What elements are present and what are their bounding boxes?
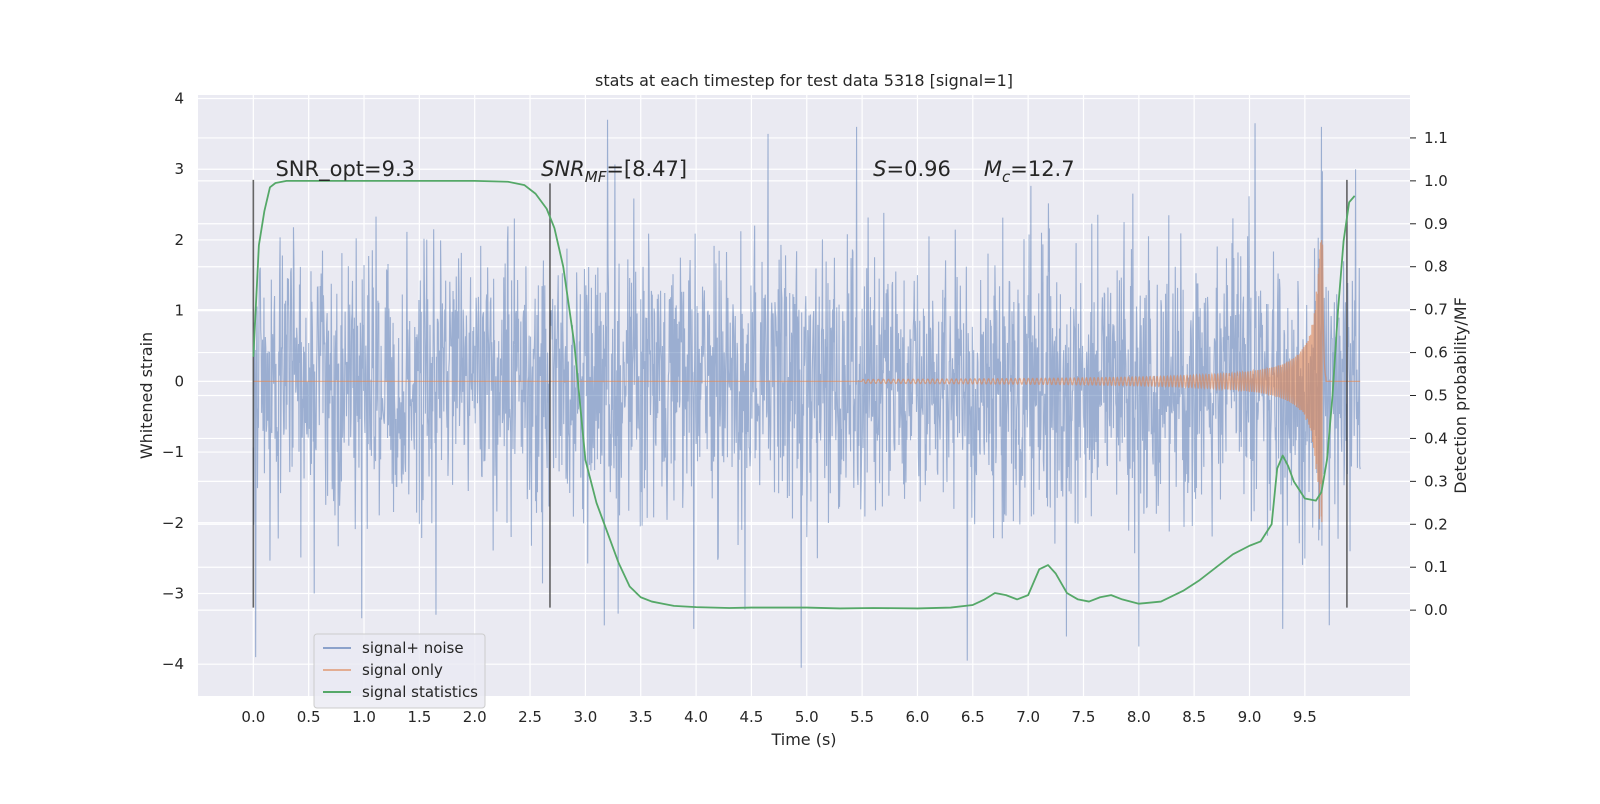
signal-noise-line [252, 119, 1361, 668]
y-tick-label: −3 [162, 584, 184, 602]
y-tick-label: −4 [162, 655, 184, 673]
x-tick-label: 5.0 [795, 708, 819, 726]
y-tick-label: 1 [174, 302, 184, 320]
y-tick-labels: 4 3 2 1 0 −1 −2 −3 −4 [162, 90, 184, 674]
legend-box [313, 633, 486, 709]
x-tick-label: 0.0 [241, 708, 265, 726]
y-tick-label: −1 [162, 443, 184, 461]
x-tick-label: 4.0 [684, 708, 708, 726]
annotation-3: Mc=12.7 [984, 157, 1075, 186]
y-tick-label: 3 [174, 160, 184, 178]
x-tick-label: 8.5 [1182, 708, 1206, 726]
y-right-tick-label: 0.6 [1424, 344, 1448, 362]
signal-only-line [253, 240, 1361, 523]
y-axis-label: Whitened strain [137, 332, 156, 459]
x-tick-labels: 0.0 0.5 1.0 1.5 2.0 2.5 3.0 3.5 4.0 4.5 5.0 5.5 6.0 6… [241, 708, 1316, 726]
annotation-subscript: c [1002, 168, 1011, 186]
y-right-tick-label: 0.9 [1424, 215, 1448, 233]
x-tick-label: 7.5 [1072, 708, 1096, 726]
series-signal-statistics [252, 179, 1356, 610]
y-right-tick-label: 0.8 [1424, 258, 1448, 276]
legend-label-signal-statistics: signal statistics [362, 683, 478, 701]
annotation-1: SNRMF=[8.47] [541, 157, 687, 186]
x-tick-label: 1.0 [352, 708, 376, 726]
y-right-tick-label: 0.0 [1424, 601, 1448, 619]
x-tick-label: 2.0 [463, 708, 487, 726]
y-right-tick-label: 0.5 [1424, 387, 1448, 405]
annotation-value: =0.96 [887, 157, 951, 181]
annotation-symbol: SNR [541, 157, 585, 181]
y-right-tick-labels: 1.1 1.0 0.9 0.8 0.7 0.6 0.5 0.4 0.3 0.2 0.1 0.0 [1410, 129, 1448, 619]
y-tick-label: 0 [174, 372, 184, 390]
x-tick-label: 6.0 [906, 708, 930, 726]
y-right-tick-label: 0.7 [1424, 301, 1448, 319]
x-tick-label: 8.0 [1127, 708, 1151, 726]
y-right-tick-label: 0.1 [1424, 558, 1448, 576]
x-tick-label: 6.5 [961, 708, 985, 726]
legend-label-signal-noise: signal+ noise [362, 639, 464, 657]
x-tick-label: 2.5 [518, 708, 542, 726]
y-right-tick-label: 1.1 [1424, 129, 1448, 147]
annotation-2: S=0.96 [873, 157, 951, 181]
series-signal-only [253, 240, 1361, 523]
x-tick-label: 1.5 [407, 708, 431, 726]
legend: signal+ noise signal only signal statist… [313, 633, 486, 709]
annotation-value: =12.7 [1010, 157, 1074, 181]
x-tick-label: 3.5 [629, 708, 653, 726]
x-tick-label: 3.0 [573, 708, 597, 726]
y-right-axis-label: Detection probability/MF [1451, 297, 1470, 494]
y-tick-label: −2 [162, 514, 184, 532]
y-right-tick-label: 0.2 [1424, 515, 1448, 533]
vertical-markers [252, 179, 1348, 608]
x-tick-label: 4.5 [739, 708, 763, 726]
y-right-tick-label: 0.4 [1424, 429, 1448, 447]
x-tick-label: 9.5 [1293, 708, 1317, 726]
legend-label-signal-only: signal only [362, 661, 443, 679]
signal-statistics-line [252, 179, 1356, 610]
annotation-value: =[8.47] [606, 157, 687, 181]
x-tick-label: 7.0 [1016, 708, 1040, 726]
y-right-tick-label: 0.3 [1424, 472, 1448, 490]
annotations: SNR_opt=9.3 SNRMF=[8.47] S=0.96 Mc=12.7 [275, 157, 1074, 186]
chart-title: stats at each timestep for test data 531… [595, 71, 1013, 90]
x-axis-label: Time (s) [770, 730, 836, 749]
annotation-subscript: MF [585, 168, 607, 186]
annotation-0: SNR_opt=9.3 [275, 157, 415, 182]
x-tick-label: 5.5 [850, 708, 874, 726]
series-signal-noise [252, 119, 1361, 668]
y-tick-label: 2 [174, 231, 184, 249]
annotation-symbol: S [873, 157, 886, 181]
y-right-tick-label: 1.0 [1424, 172, 1448, 190]
x-tick-label: 0.5 [297, 708, 321, 726]
y-tick-label: 4 [174, 90, 184, 108]
annotation-symbol: M [984, 157, 1002, 181]
x-tick-label: 9.0 [1238, 708, 1262, 726]
